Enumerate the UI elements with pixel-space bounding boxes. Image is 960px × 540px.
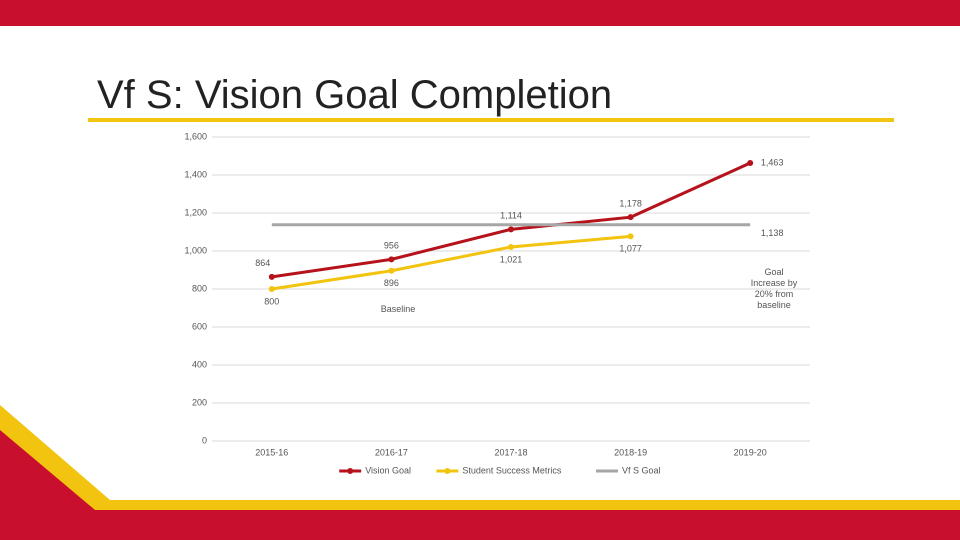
x-tick-label: 2017-18 xyxy=(494,447,527,457)
y-tick-label: 800 xyxy=(192,283,207,293)
data-label: 800 xyxy=(264,296,279,306)
x-tick-label: 2016-17 xyxy=(375,447,408,457)
series-line xyxy=(271,234,631,291)
data-point xyxy=(268,286,275,292)
data-label: 1,077 xyxy=(619,244,642,254)
y-tick-label: 1,200 xyxy=(184,207,207,217)
data-point xyxy=(268,273,275,280)
data-label: 896 xyxy=(384,278,399,288)
y-tick-label: 0 xyxy=(202,435,207,445)
data-label: 1,021 xyxy=(500,254,523,264)
top-bar xyxy=(0,0,960,26)
data-point xyxy=(508,244,514,251)
legend-label: Vision Goal xyxy=(365,465,411,475)
data-label: 864 xyxy=(255,258,270,268)
legend-label: Student Success Metrics xyxy=(462,465,562,475)
x-tick-label: 2015-16 xyxy=(255,447,288,457)
legend-marker xyxy=(347,468,354,474)
data-label: 1,178 xyxy=(619,199,642,209)
data-label: 956 xyxy=(384,241,399,251)
y-tick-label: 200 xyxy=(192,397,207,407)
chart-title: Vf S: Vision Goal Completion xyxy=(97,73,612,117)
annotation: Baseline xyxy=(380,304,416,314)
y-tick-label: 600 xyxy=(192,321,207,331)
corner-accent xyxy=(0,430,95,510)
data-label: 1,138 xyxy=(761,228,784,238)
bottom-accent xyxy=(0,405,960,510)
y-tick-label: 1,000 xyxy=(184,245,207,255)
title-underline xyxy=(88,118,894,122)
data-label: 1,463 xyxy=(761,157,784,167)
annotation: Goal Increase by 20% from baseline xyxy=(750,267,798,310)
data-point xyxy=(747,160,754,167)
y-tick-label: 1,400 xyxy=(184,169,207,179)
legend-label: Vf S Goal xyxy=(622,465,661,475)
data-point xyxy=(388,256,395,263)
x-tick-label: 2019-20 xyxy=(734,447,767,457)
y-tick-label: 1,600 xyxy=(184,131,207,141)
data-point xyxy=(627,233,634,240)
bottom-bar xyxy=(0,510,960,540)
data-point xyxy=(627,214,634,221)
legend-marker xyxy=(444,468,451,474)
data-label: 1,114 xyxy=(500,211,522,221)
data-point xyxy=(508,226,514,233)
data-point xyxy=(388,267,395,274)
x-tick-label: 2018-19 xyxy=(614,447,647,457)
y-tick-label: 400 xyxy=(192,359,207,369)
